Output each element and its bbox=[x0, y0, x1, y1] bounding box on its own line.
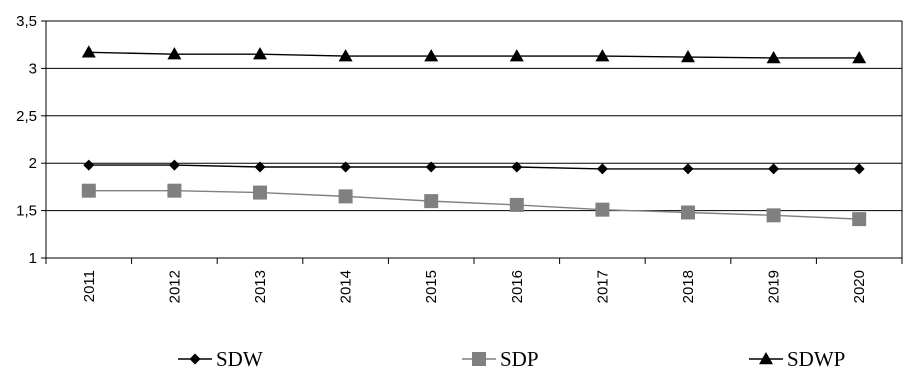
point-sdp-2016 bbox=[509, 197, 524, 212]
point-sdw-2014 bbox=[340, 161, 352, 173]
series-line-sdw bbox=[88, 164, 860, 170]
legend-label-sdwp: SDWP bbox=[787, 347, 845, 371]
point-sdwp-2014 bbox=[338, 49, 353, 62]
y-tick-label-1: 1,5 bbox=[16, 203, 37, 220]
point-sdp-2011 bbox=[81, 183, 96, 198]
legend-item-sdw: SDW bbox=[178, 347, 263, 371]
legend: SDW SDP SDWP bbox=[178, 347, 845, 371]
x-tick-label-2020: 2020 bbox=[851, 270, 868, 303]
y-tick-label-0: 1 bbox=[29, 250, 37, 267]
legend-marker-sdp bbox=[472, 352, 486, 366]
x-axis-ticks: 2011 2012 2013 2014 2015 2016 2017 2018 2019 2020 bbox=[45, 258, 903, 303]
gridlines bbox=[46, 20, 902, 212]
point-sdw-2013 bbox=[254, 161, 266, 173]
legend-item-sdp: SDP bbox=[462, 347, 539, 371]
point-sdp-2015 bbox=[424, 194, 439, 209]
y-tick-label-3: 2,5 bbox=[16, 108, 37, 125]
point-sdp-2013 bbox=[253, 185, 267, 200]
point-sdp-2019 bbox=[766, 208, 781, 223]
y-tick-label-2: 2 bbox=[29, 155, 37, 172]
x-tick-label-2013: 2013 bbox=[252, 270, 269, 303]
legend-label-sdw: SDW bbox=[216, 347, 263, 371]
legend-marker-sdwp bbox=[759, 352, 773, 365]
point-sdp-2018 bbox=[681, 205, 695, 220]
point-sdp-2012 bbox=[167, 183, 182, 198]
x-tick-label-2012: 2012 bbox=[166, 270, 183, 303]
x-tick-label-2014: 2014 bbox=[338, 270, 355, 303]
point-sdwp-2019 bbox=[766, 50, 781, 64]
point-sdw-2011 bbox=[83, 159, 95, 171]
point-sdwp-2013 bbox=[253, 47, 267, 60]
series-sdw bbox=[83, 159, 865, 175]
point-sdw-2019 bbox=[768, 163, 780, 175]
point-sdp-2020 bbox=[852, 212, 867, 227]
point-sdw-2012 bbox=[168, 159, 180, 171]
legend-label-sdp: SDP bbox=[500, 347, 539, 371]
point-sdwp-2015 bbox=[424, 49, 439, 62]
legend-item-sdwp: SDWP bbox=[749, 347, 845, 371]
point-sdwp-2011 bbox=[81, 45, 96, 58]
point-sdw-2015 bbox=[425, 161, 437, 173]
series-line-sdwp bbox=[88, 51, 860, 59]
point-sdw-2018 bbox=[682, 163, 694, 175]
point-sdwp-2017 bbox=[595, 49, 610, 62]
y-tick-label-4: 3 bbox=[29, 60, 37, 77]
point-sdwp-2020 bbox=[852, 50, 867, 64]
point-sdw-2020 bbox=[853, 163, 865, 175]
point-sdwp-2016 bbox=[509, 49, 524, 62]
point-sdwp-2012 bbox=[167, 47, 182, 60]
x-tick-label-2016: 2016 bbox=[509, 270, 526, 303]
series-line-sdp bbox=[88, 189, 860, 220]
point-sdp-2014 bbox=[338, 189, 353, 204]
y-axis-ticks: 1 1,5 2 2,5 3 3,5 bbox=[16, 13, 46, 267]
series-group bbox=[81, 45, 867, 227]
x-tick-label-2018: 2018 bbox=[680, 270, 697, 303]
point-sdp-2017 bbox=[595, 202, 610, 217]
y-tick-label-5: 3,5 bbox=[16, 13, 37, 30]
point-sdw-2016 bbox=[511, 161, 523, 173]
legend-marker-sdw bbox=[189, 353, 201, 365]
x-tick-label-2015: 2015 bbox=[423, 270, 440, 303]
x-tick-label-2019: 2019 bbox=[766, 270, 783, 303]
series-sdwp bbox=[81, 45, 867, 64]
x-tick-label-2011: 2011 bbox=[81, 270, 98, 302]
x-tick-label-2017: 2017 bbox=[594, 270, 611, 303]
series-sdp bbox=[81, 183, 867, 227]
point-sdwp-2018 bbox=[681, 50, 695, 63]
point-sdw-2017 bbox=[596, 163, 608, 175]
